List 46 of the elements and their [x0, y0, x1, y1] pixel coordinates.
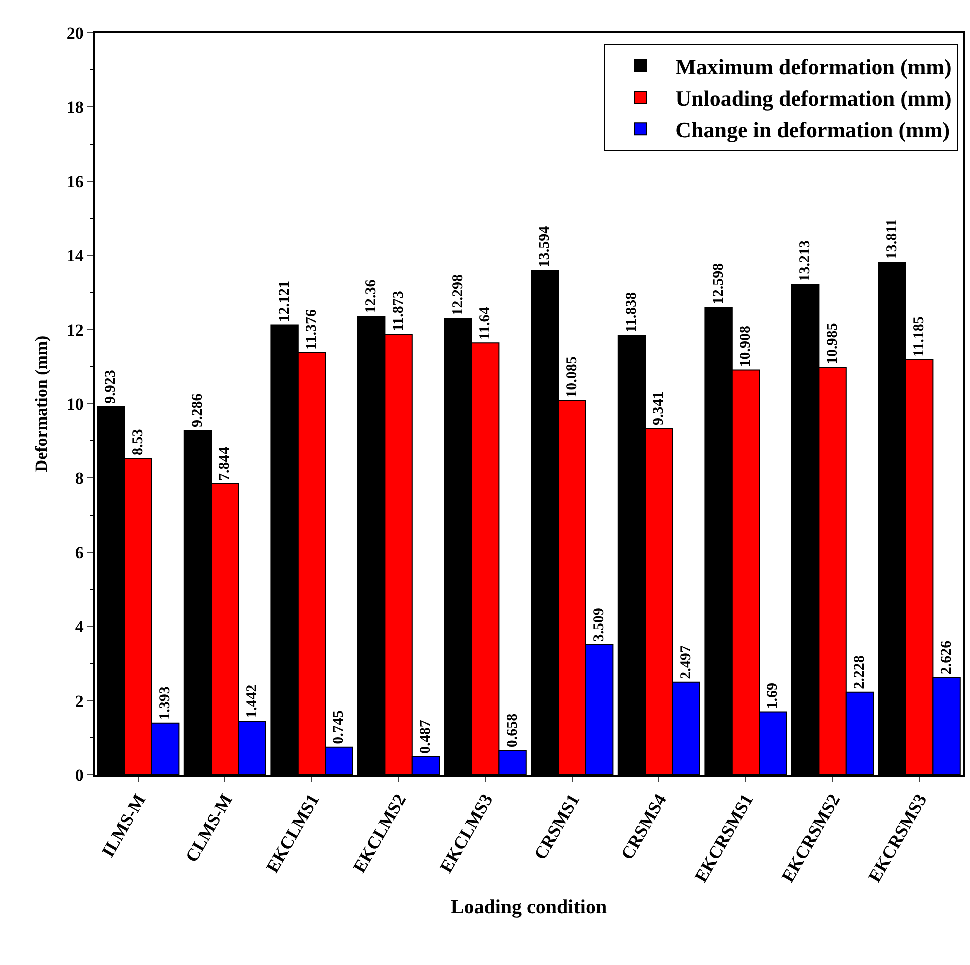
data-label: 11.376 — [304, 309, 320, 350]
data-label: 9.923 — [103, 370, 120, 404]
data-label: 12.598 — [710, 263, 727, 305]
data-label: 9.286 — [190, 393, 206, 428]
data-label: 1.69 — [765, 683, 782, 710]
data-label: 0.745 — [331, 710, 348, 744]
y-tick-label: 18 — [66, 98, 84, 118]
y-tick-label: 14 — [66, 246, 84, 266]
y-axis-title: Deformation (mm) — [32, 336, 51, 472]
data-label: 10.908 — [738, 326, 754, 368]
legend-label: Change in deformation (mm) — [676, 118, 950, 143]
data-label: 8.53 — [130, 429, 146, 456]
legend-label: Unloading deformation (mm) — [676, 86, 952, 112]
data-label: 2.626 — [938, 640, 955, 675]
data-label: 2.497 — [678, 645, 694, 680]
x-axis-title: Loading condition — [450, 896, 608, 919]
y-tick-label: 4 — [75, 618, 84, 637]
data-label: 10.085 — [564, 356, 580, 398]
data-label: 0.658 — [504, 714, 521, 748]
data-label: 2.228 — [852, 656, 868, 690]
y-tick-label: 10 — [66, 394, 84, 414]
data-label: 13.811 — [884, 219, 900, 260]
data-label: 10.985 — [824, 323, 841, 364]
data-label: 11.838 — [624, 292, 640, 333]
y-tick-label: 0 — [75, 766, 84, 785]
y-tick-label: 12 — [66, 320, 84, 340]
data-label: 7.844 — [217, 446, 234, 481]
data-label: 1.393 — [158, 686, 174, 720]
data-label: 11.873 — [390, 291, 407, 332]
y-tick-label: 8 — [75, 469, 84, 488]
data-label: 12.36 — [364, 279, 380, 314]
data-label: 1.442 — [244, 684, 260, 718]
y-tick-label: 2 — [75, 692, 84, 711]
data-label: 9.341 — [651, 392, 668, 426]
data-label: 13.213 — [798, 240, 814, 282]
data-label: 11.185 — [912, 316, 928, 358]
data-label: 12.298 — [450, 274, 466, 316]
data-label: 11.64 — [478, 306, 494, 340]
data-label: 13.594 — [537, 226, 554, 268]
data-label: 0.487 — [418, 720, 434, 754]
y-tick-label: 16 — [66, 172, 84, 192]
data-label: 3.509 — [592, 608, 608, 642]
y-tick-label: 6 — [75, 543, 84, 562]
y-tick-label: 20 — [66, 24, 84, 43]
data-label: 12.121 — [276, 281, 293, 322]
legend-label: Maximum deformation (mm) — [676, 54, 952, 80]
